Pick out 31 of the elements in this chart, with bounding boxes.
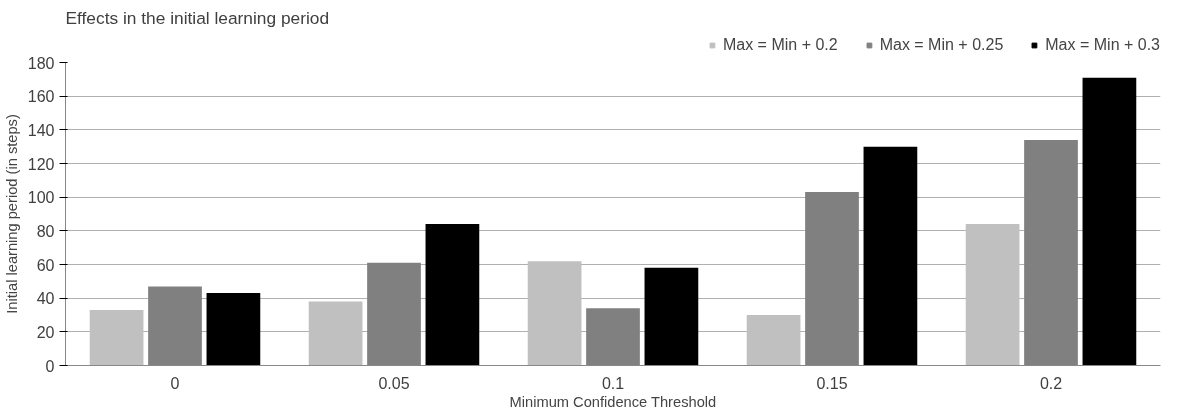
- bar: [746, 315, 801, 366]
- x-axis-title: Minimum Confidence Threshold: [509, 393, 717, 410]
- legend-label: Max = Min + 0.25: [879, 36, 1004, 54]
- bar: [89, 309, 144, 366]
- bar: [425, 224, 480, 366]
- y-tick-label: 60: [36, 256, 55, 274]
- legend-label: Max = Min + 0.2: [722, 36, 838, 54]
- y-tick-label: 100: [27, 189, 55, 207]
- x-tick-label: 0.05: [378, 374, 410, 392]
- x-tick-label: 0.2: [1039, 374, 1063, 392]
- y-tick-label: 160: [27, 88, 55, 106]
- y-tick-label: 140: [27, 121, 55, 139]
- chart-title: Effects in the initial learning period: [65, 7, 330, 28]
- bar: [644, 267, 699, 366]
- x-tick-label: 0: [170, 374, 180, 392]
- bar: [965, 224, 1020, 366]
- bar: [863, 146, 918, 366]
- y-tick-label: 180: [27, 54, 55, 72]
- y-axis-title: Initial learning period (in steps): [3, 114, 20, 314]
- y-tick-label: 40: [36, 290, 55, 308]
- y-tick-label: 0: [45, 357, 55, 375]
- bar: [206, 293, 261, 366]
- y-tick-label: 120: [27, 155, 55, 173]
- bar: [1082, 77, 1137, 366]
- y-tick-label: 80: [36, 222, 55, 240]
- x-tick-label: 0.15: [816, 374, 848, 392]
- bar: [527, 261, 582, 366]
- legend-label: Max = Min + 0.3: [1045, 36, 1160, 54]
- y-tick-label: 20: [36, 323, 55, 341]
- x-tick-label: 0.1: [601, 374, 625, 392]
- bar: [308, 301, 363, 366]
